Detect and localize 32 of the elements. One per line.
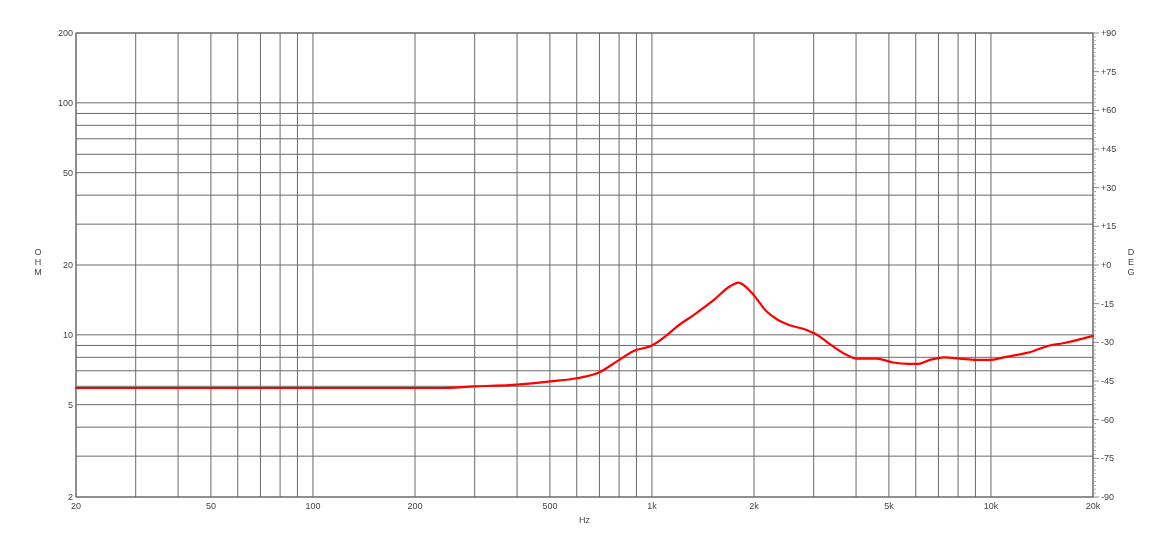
y2-tick-label: +30	[1101, 182, 1117, 193]
y-tick-label: 20	[62, 260, 73, 270]
x-tick-label: 50	[205, 501, 216, 511]
y-tick-label: 5	[67, 399, 73, 410]
y2-tick-label: +60	[1101, 105, 1117, 116]
x-tick-label: 200	[407, 501, 423, 511]
x-tick-label: 100	[305, 501, 321, 511]
y-tick-label: 50	[62, 167, 73, 178]
y2-tick-label: +0	[1101, 260, 1112, 270]
x-axis-title: Hz	[579, 515, 591, 525]
x-tick-label: 2k	[749, 501, 760, 511]
y-tick-label: 200	[57, 28, 73, 38]
y-tick-label: 10	[62, 329, 73, 340]
y2-tick-label: +90	[1101, 28, 1117, 38]
y2-tick-label: -60	[1101, 414, 1115, 425]
x-tick-label: 1k	[647, 501, 658, 511]
y-tick-label: 100	[57, 97, 73, 108]
y2-tick-label: -75	[1101, 453, 1115, 464]
y2-tick-label: +15	[1101, 221, 1117, 232]
y2-tick-label: +75	[1101, 66, 1117, 77]
x-tick-label: 20k	[1085, 501, 1101, 511]
y2-tick-label: -45	[1101, 376, 1115, 386]
x-tick-label: 10k	[983, 501, 999, 511]
y2-tick-label: -15	[1101, 298, 1115, 309]
x-tick-label: 5k	[884, 501, 895, 511]
y2-tick-label: -30	[1101, 337, 1115, 348]
x-tick-label: 500	[542, 501, 558, 511]
y2-tick-label: -90	[1101, 492, 1115, 502]
y2-axis-title: DEG	[1127, 247, 1135, 277]
y-axis-title: OHM	[34, 247, 42, 277]
y2-tick-label: +45	[1101, 144, 1117, 154]
y-tick-label: 2	[67, 492, 73, 502]
